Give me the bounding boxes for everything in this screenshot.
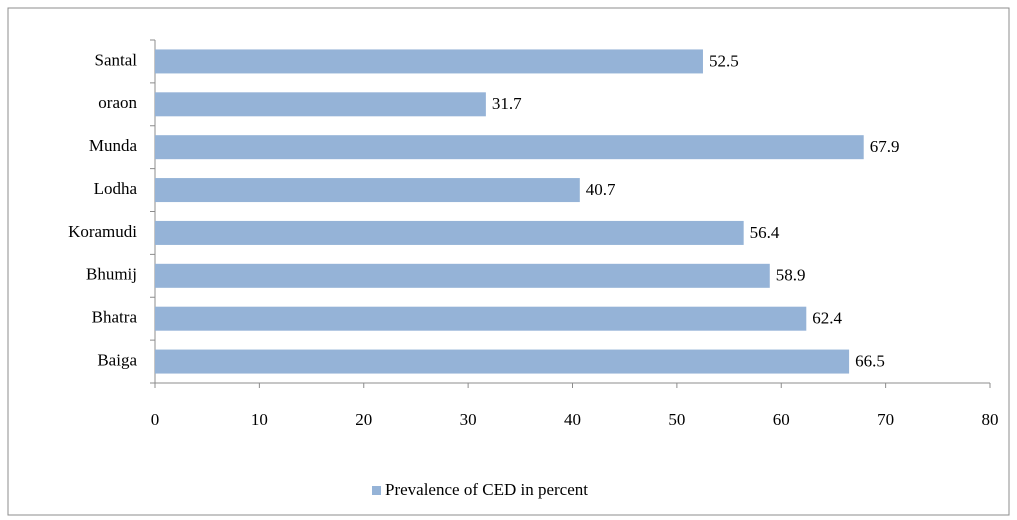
legend-swatch (372, 486, 381, 495)
x-tick-label: 80 (982, 410, 999, 429)
data-label: 62.4 (812, 309, 842, 328)
x-tick-label: 20 (355, 410, 372, 429)
bar (155, 306, 807, 331)
data-label: 56.4 (750, 223, 780, 242)
chart-border (7, 7, 1010, 516)
bar (155, 92, 486, 117)
data-label: 52.5 (709, 51, 739, 70)
bar (155, 263, 770, 288)
data-label: 67.9 (870, 137, 900, 156)
bar (155, 49, 703, 74)
data-label: 58.9 (776, 266, 806, 285)
data-label: 40.7 (586, 180, 616, 199)
y-tick-label: Baiga (97, 350, 137, 369)
y-tick-label: Santal (95, 50, 138, 69)
y-tick-label: Koramudi (68, 222, 137, 241)
y-tick-label: Munda (89, 136, 138, 155)
data-label: 66.5 (855, 351, 885, 370)
x-tick-label: 60 (773, 410, 790, 429)
x-tick-label: 70 (877, 410, 894, 429)
x-tick-label: 0 (151, 410, 160, 429)
x-tick-label: 10 (251, 410, 268, 429)
bar (155, 349, 850, 374)
data-label: 31.7 (492, 94, 522, 113)
bar (155, 135, 864, 160)
legend-label: Prevalence of CED in percent (385, 480, 588, 499)
y-tick-label: Bhatra (92, 308, 138, 327)
bar (155, 220, 744, 245)
y-tick-label: Bhumij (86, 265, 137, 284)
y-tick-label: oraon (98, 93, 137, 112)
x-tick-label: 40 (564, 410, 581, 429)
y-tick-label: Lodha (94, 179, 138, 198)
x-tick-label: 30 (460, 410, 477, 429)
bar (155, 178, 580, 203)
x-tick-label: 50 (668, 410, 685, 429)
